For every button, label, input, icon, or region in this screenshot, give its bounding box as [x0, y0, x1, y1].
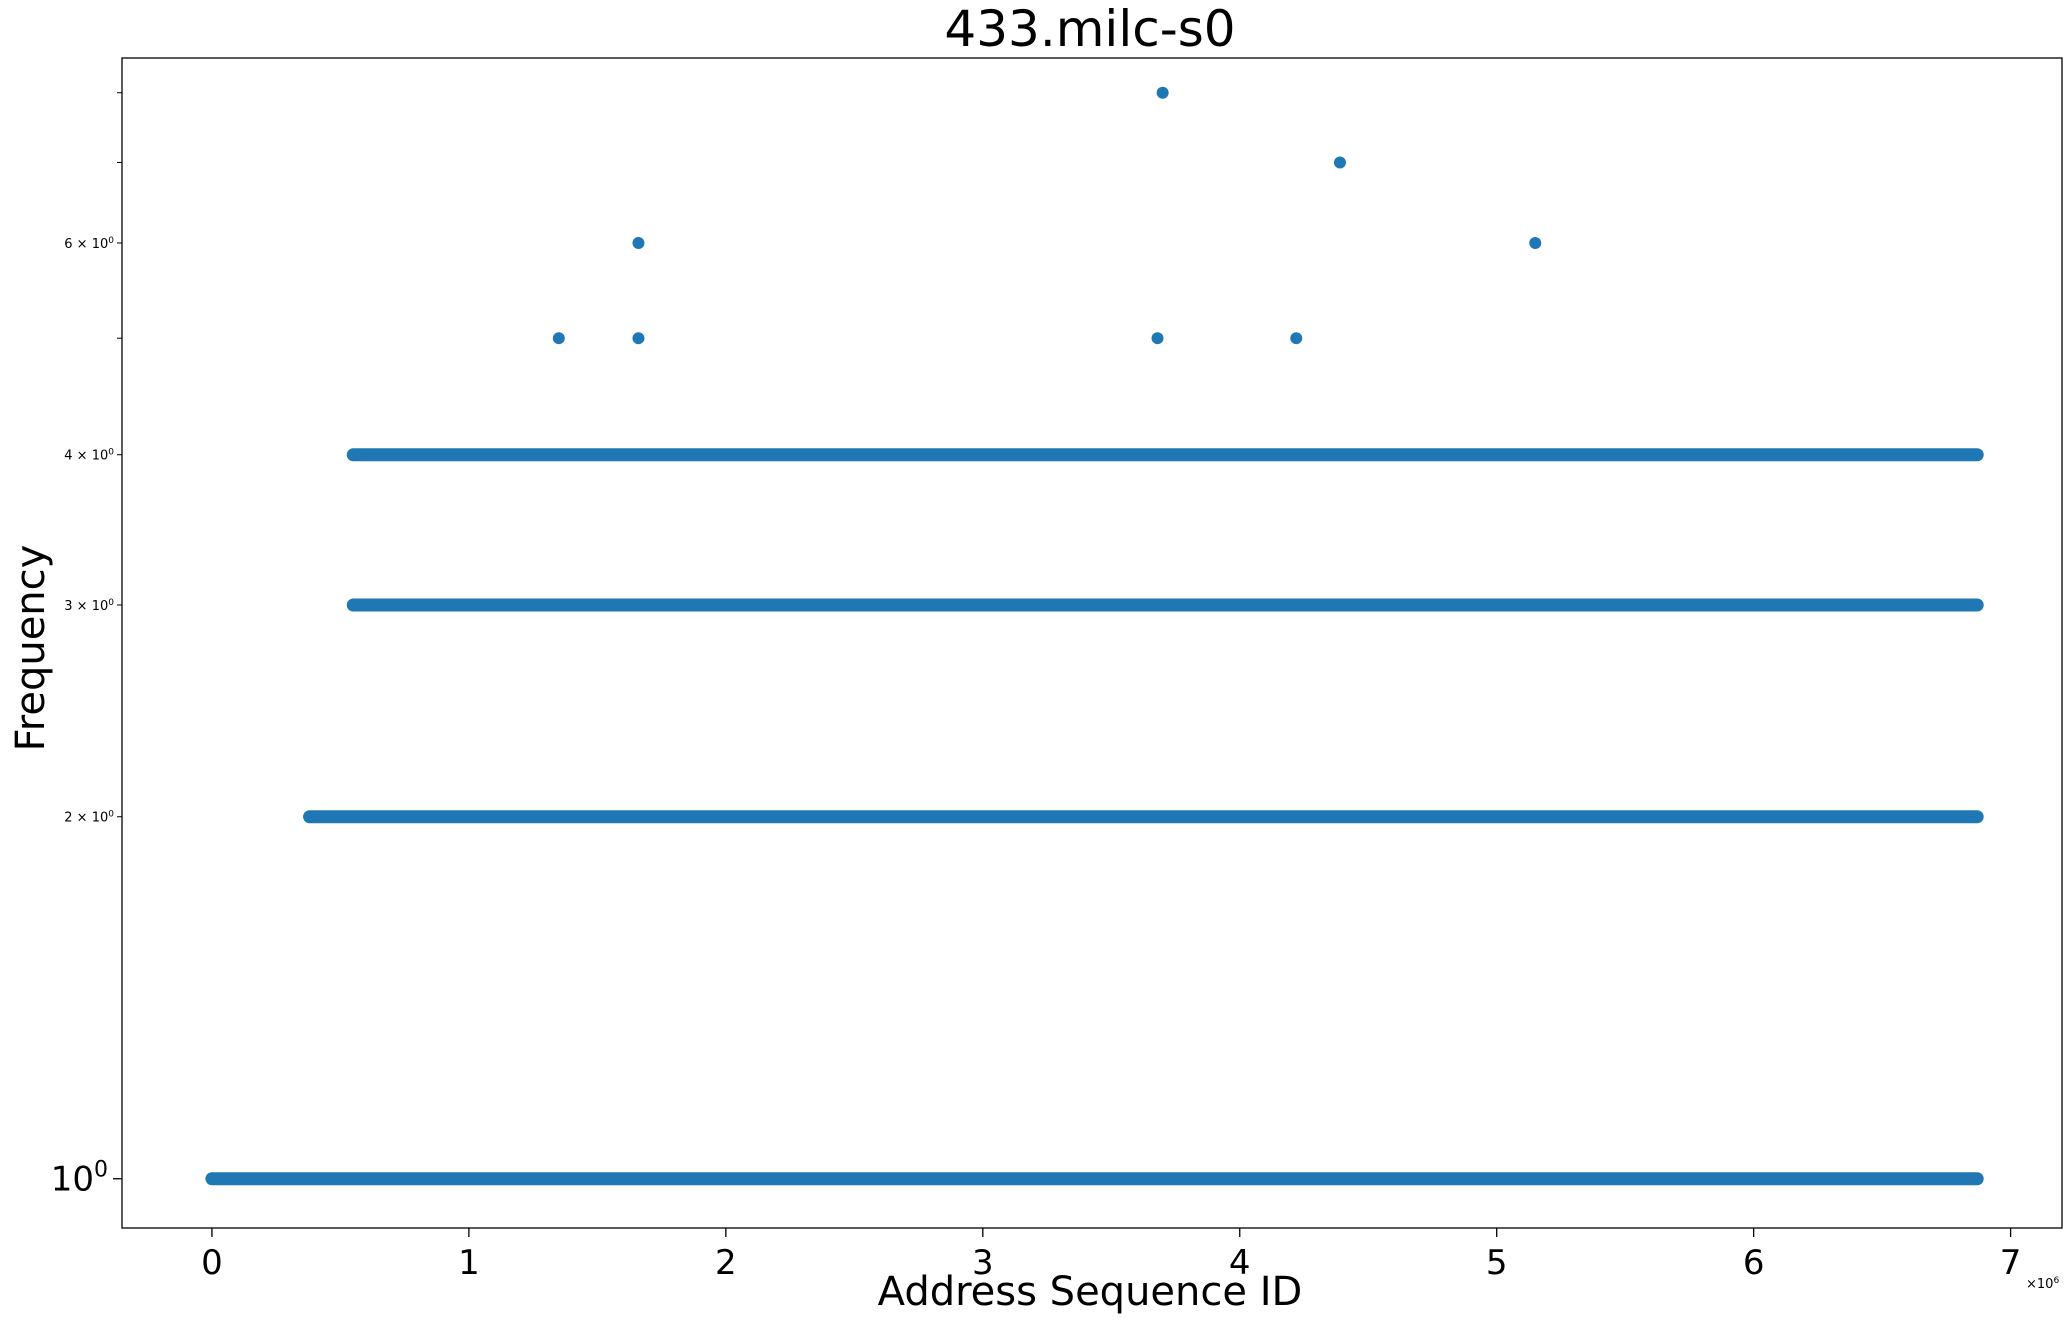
data-point — [632, 236, 645, 249]
data-point — [1333, 156, 1346, 169]
data-marks — [205, 86, 1984, 1186]
x-scale-base: ×10 — [2026, 1277, 2053, 1292]
y-axis: 100 2 × 100 3 × 100 4 × 100 6 × 100 — [51, 92, 122, 1200]
plot-frame — [121, 57, 2063, 1229]
y-minor-tick-label: 4 × 100 — [64, 448, 114, 464]
data-point — [632, 332, 645, 345]
y-minor-tick-label: 6 × 100 — [64, 236, 114, 252]
y-axis-label: Frequency — [8, 545, 54, 752]
chart-title: 433.milc-s0 — [944, 0, 1235, 58]
x-tick-label: 3 — [972, 1243, 994, 1283]
data-point — [1529, 236, 1542, 249]
y-minor-tick-label: 3 × 100 — [64, 598, 114, 614]
x-scale-multiplier: ×106 — [2026, 1276, 2059, 1292]
data-point — [1290, 332, 1303, 345]
y-major-tick-label: 100 — [51, 1158, 108, 1200]
y-minor-tick-label: 2 × 100 — [64, 810, 114, 826]
x-tick-label: 2 — [715, 1243, 737, 1283]
x-tick-label: 5 — [1486, 1243, 1508, 1283]
x-axis-label: Address Sequence ID — [878, 1269, 1303, 1315]
x-tick-label: 1 — [458, 1243, 480, 1283]
data-point — [1156, 86, 1169, 99]
x-tick-label: 0 — [201, 1243, 223, 1283]
x-tick-label: 4 — [1229, 1243, 1251, 1283]
x-tick-label: 7 — [2000, 1243, 2022, 1283]
x-axis: 0 1 2 3 4 5 6 7 — [201, 1228, 2021, 1283]
data-point — [552, 332, 565, 345]
x-tick-label: 6 — [1743, 1243, 1765, 1283]
data-point — [1151, 332, 1164, 345]
x-scale-exponent: 6 — [2053, 1276, 2059, 1286]
